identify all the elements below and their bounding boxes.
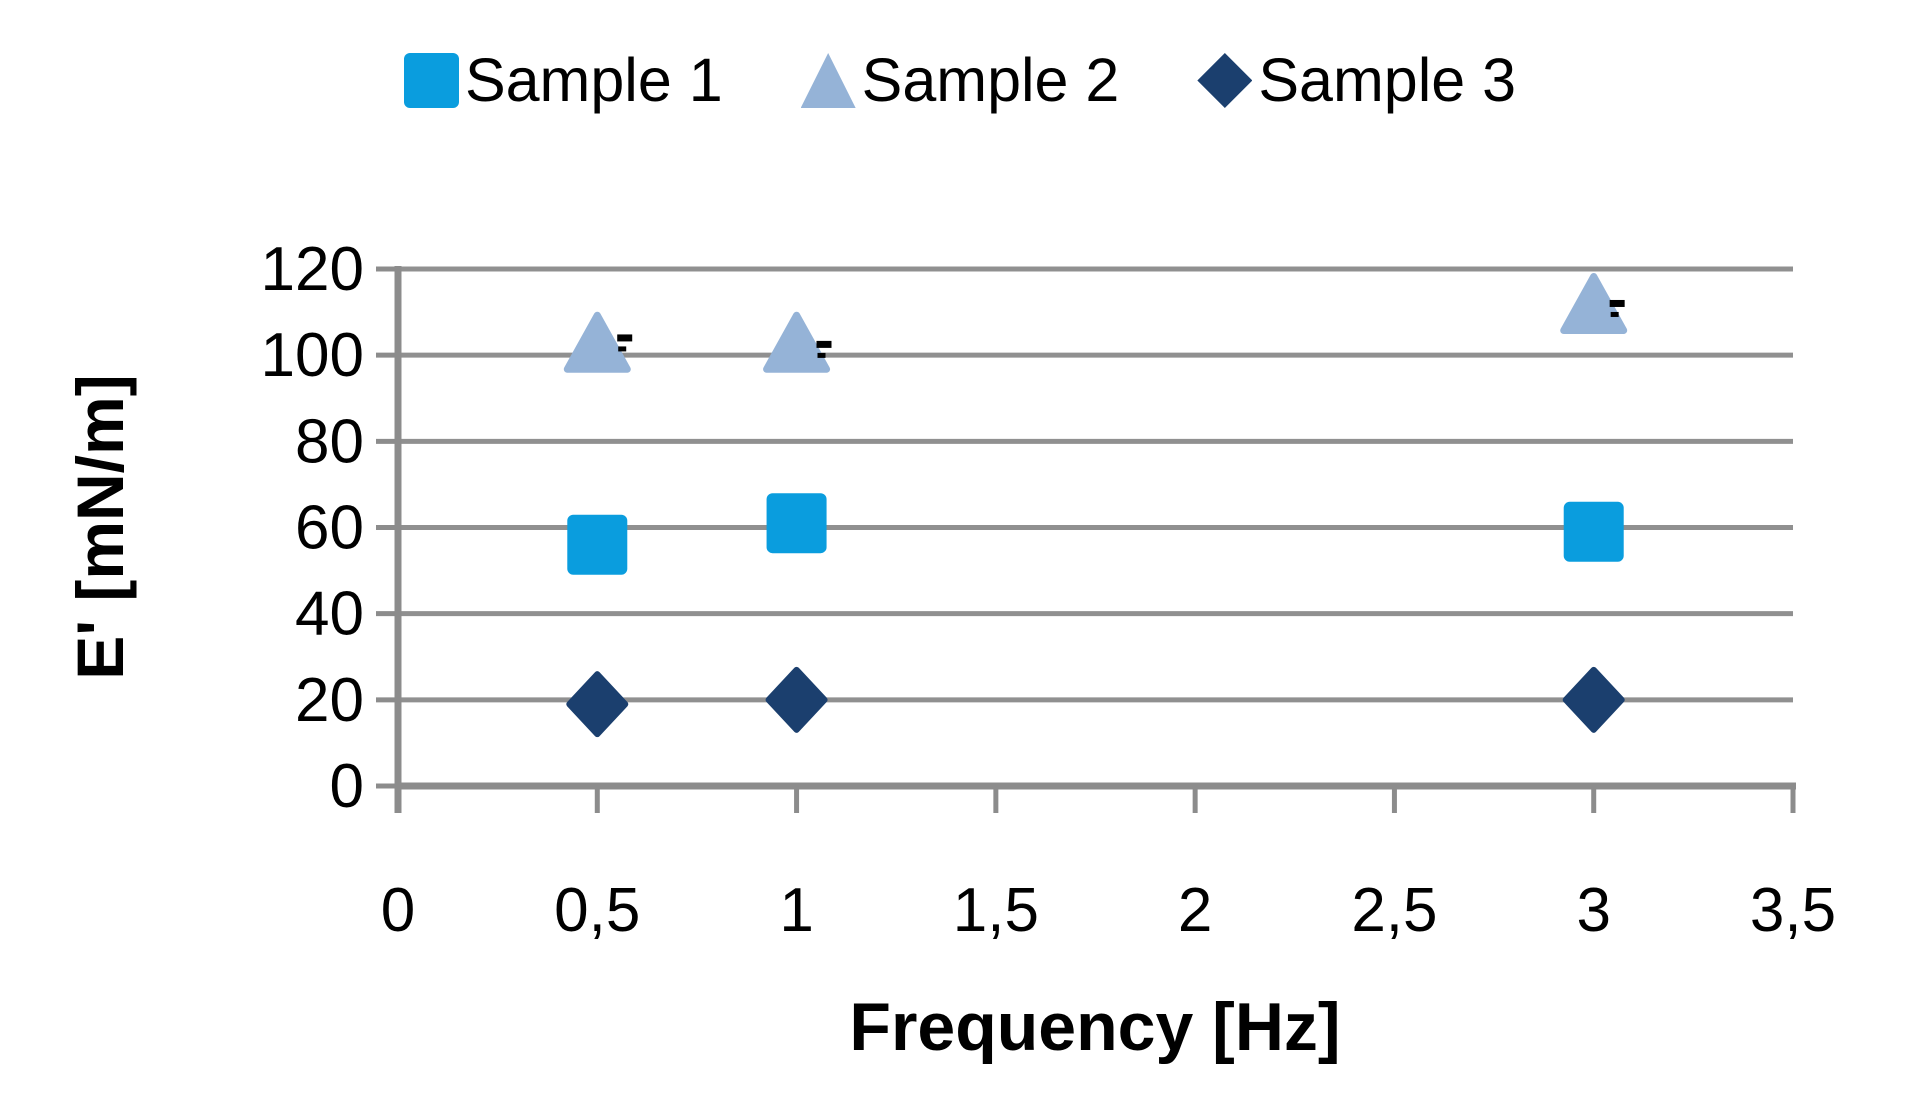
legend-triangle-marker-icon bbox=[800, 53, 856, 108]
data-point-sample-2-0 bbox=[563, 311, 631, 373]
data-point-sample-2-1 bbox=[763, 311, 831, 373]
x-tick-label-2.5: 2,5 bbox=[1351, 876, 1437, 945]
legend-label-sample-2: Sample 2 bbox=[861, 46, 1120, 114]
y-tick-label-60: 60 bbox=[295, 494, 364, 563]
data-point-sample-3-0 bbox=[566, 671, 629, 738]
y-tick-label-100: 100 bbox=[261, 321, 364, 390]
data-point-sample-2-2 bbox=[1560, 272, 1628, 334]
legend-item-sample-1: Sample 1 bbox=[403, 46, 723, 114]
x-tick-label-3: 3 bbox=[1576, 876, 1610, 945]
y-axis-title: E' [mN/m] bbox=[63, 374, 137, 680]
legend-square-marker-icon bbox=[403, 53, 459, 108]
x-tick-label-3.5: 3,5 bbox=[1750, 876, 1836, 945]
data-point-sample-3-2 bbox=[1562, 666, 1625, 733]
x-tick-label-0: 0 bbox=[381, 876, 415, 945]
legend-label-sample-3: Sample 3 bbox=[1258, 46, 1517, 114]
x-tick-label-2: 2 bbox=[1178, 876, 1212, 945]
x-tick-label-1.5: 1,5 bbox=[953, 876, 1039, 945]
data-point-sample-1-0 bbox=[567, 514, 628, 575]
legend-item-sample-3: Sample 3 bbox=[1197, 50, 1516, 111]
y-tick-label-40: 40 bbox=[295, 580, 364, 649]
legend-label-sample-1: Sample 1 bbox=[464, 46, 723, 114]
x-axis-title: Frequency [Hz] bbox=[849, 989, 1341, 1065]
legend-item-sample-2: Sample 2 bbox=[800, 46, 1120, 114]
y-tick-label-120: 120 bbox=[261, 235, 364, 304]
data-point-sample-1-2 bbox=[1563, 501, 1624, 562]
y-tick-label-20: 20 bbox=[295, 666, 364, 735]
legend-diamond-marker-icon bbox=[1197, 53, 1253, 108]
x-tick-label-0.5: 0,5 bbox=[554, 876, 640, 945]
y-tick-label-0: 0 bbox=[330, 752, 364, 821]
y-tick-label-80: 80 bbox=[295, 407, 364, 476]
data-point-sample-3-1 bbox=[765, 666, 828, 733]
data-point-sample-1-1 bbox=[766, 493, 827, 554]
chart-legend: Sample 1 Sample 2 Sample 3 bbox=[0, 50, 1920, 111]
x-tick-label-1: 1 bbox=[779, 876, 813, 945]
